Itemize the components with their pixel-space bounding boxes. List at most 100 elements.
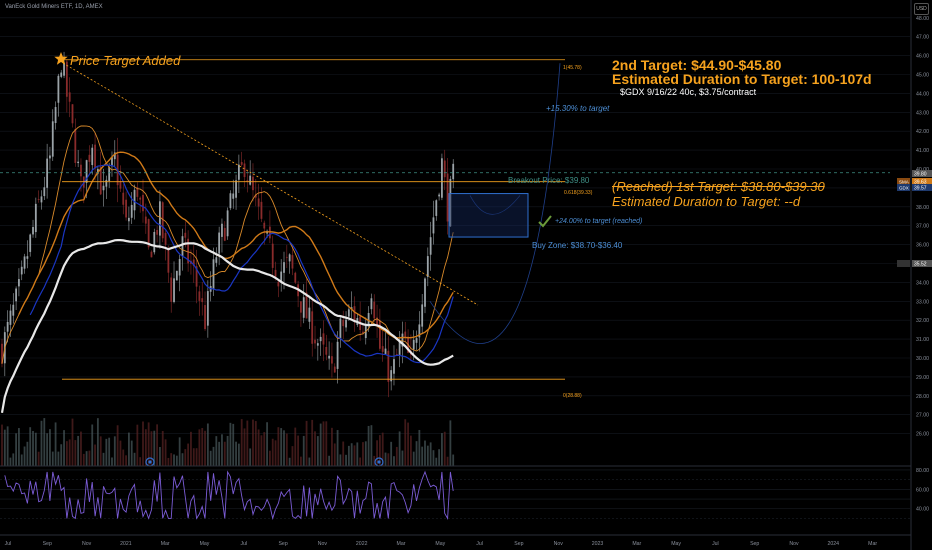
badge-tag-bg (897, 178, 910, 185)
candle-body (421, 304, 424, 327)
fib-top-label: 1(45.78) (563, 65, 582, 71)
candle-body (274, 269, 277, 277)
candle-body (23, 256, 26, 269)
candle-body (424, 278, 426, 307)
candle-body (350, 307, 353, 309)
volume-bar (322, 421, 325, 466)
volume-bar (71, 418, 74, 466)
volume-bar (283, 430, 285, 466)
candle (288, 253, 291, 274)
volume-bar (314, 431, 316, 466)
candle-body (452, 163, 455, 180)
volume-bar (421, 446, 424, 466)
candle-body (390, 370, 393, 382)
candle (23, 253, 26, 274)
volume-bar (291, 446, 294, 466)
price-target-added-label: Price Target Added (70, 53, 181, 68)
candle (381, 330, 384, 362)
volume-bar (15, 433, 17, 466)
price-badge-bg (912, 184, 932, 191)
ma-mid-line (18, 151, 454, 339)
volume-bar (404, 419, 407, 466)
volume-bar (331, 427, 333, 466)
volume-bar (246, 420, 249, 466)
candle (122, 184, 125, 215)
candle-body (252, 176, 254, 191)
price-badge: 39.57 (912, 184, 932, 192)
candle (159, 189, 161, 249)
candle-body (184, 232, 187, 238)
candle (65, 59, 68, 113)
candle (314, 325, 316, 349)
volume-bar (243, 428, 246, 466)
volume-bar (99, 436, 102, 466)
candle (136, 182, 139, 201)
price-badge-bg (912, 170, 932, 177)
volume-bar (12, 453, 15, 466)
candle-body (401, 333, 404, 347)
check-icon (538, 215, 552, 228)
candle-body (43, 187, 46, 197)
volume-bar (328, 455, 331, 466)
volume-bar (212, 446, 215, 466)
fib-mid-label: 0.618(39.33) (564, 190, 593, 196)
volume-bar (305, 420, 308, 466)
candle-body (130, 204, 133, 218)
volume-bar (356, 442, 359, 466)
volume-bar (178, 437, 181, 466)
candle-body (347, 309, 350, 317)
candle-body (336, 341, 339, 369)
volume-bar (285, 433, 288, 466)
candle (105, 175, 108, 200)
volume-bar (274, 440, 277, 466)
volume-bar (161, 430, 164, 466)
candle-body (147, 219, 150, 248)
volume-bar (40, 420, 43, 466)
candle (415, 330, 418, 351)
candle (336, 331, 339, 384)
pct-reached-label: +24.00% to target (reached) (555, 218, 643, 225)
candle-body (328, 355, 331, 359)
volume-bar (215, 436, 218, 466)
candle-body (65, 61, 68, 97)
volume-bar (235, 441, 237, 466)
y-tick-label: 45.00 (916, 73, 929, 79)
candle-body (378, 320, 381, 349)
x-tick-label: Nov (82, 541, 92, 547)
volume-bar (43, 418, 46, 466)
candle (429, 221, 432, 271)
candle-body (57, 75, 60, 103)
candle-body (435, 200, 438, 216)
candle (37, 190, 40, 203)
candle-body (113, 152, 116, 160)
candle (387, 336, 390, 398)
candle-body (240, 162, 243, 165)
rsi-tick-label: 80.00 (916, 468, 929, 474)
candle (300, 301, 302, 327)
volume-bar (204, 430, 206, 466)
candle-body (314, 339, 316, 344)
volume-bar (426, 445, 429, 466)
candle (221, 218, 223, 253)
volume-bar (9, 457, 12, 466)
volume-bar (3, 429, 6, 466)
volume-bar (240, 419, 243, 466)
candle-body (105, 179, 108, 187)
candle (446, 158, 449, 235)
volume-bar (266, 422, 268, 466)
candle-body (429, 237, 432, 255)
volume-bar (187, 443, 190, 466)
candle (29, 233, 32, 257)
candle (125, 191, 127, 221)
candle (167, 245, 170, 283)
price-badge-label: 35.52 (914, 262, 927, 268)
volume-bar (449, 420, 452, 466)
volume-bar (333, 443, 336, 466)
candle (311, 298, 314, 357)
candle (6, 310, 9, 343)
candle-body (229, 193, 232, 209)
chart-title: VanEck Gold Miners ETF, 1D, AMEX (5, 4, 103, 10)
candle-body (12, 304, 15, 316)
currency-badge[interactable]: USD (914, 3, 929, 15)
